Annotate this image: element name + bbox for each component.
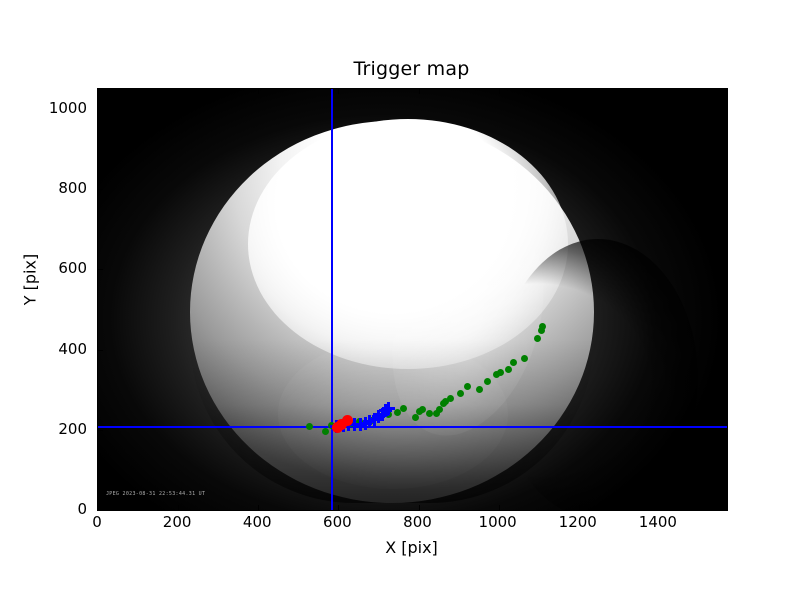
- y-tick-label: 0: [77, 500, 87, 518]
- data-point-triggers: [539, 322, 547, 330]
- x-tick: [498, 89, 500, 94]
- data-point-triggers: [520, 355, 528, 363]
- y-tick: [722, 349, 727, 351]
- data-point-triggers: [442, 397, 450, 405]
- x-tick: [178, 505, 180, 510]
- x-tick: [338, 505, 340, 510]
- data-point-triggers: [483, 378, 491, 386]
- crosshair-vertical: [331, 89, 334, 510]
- x-tick-label: 200: [162, 513, 192, 531]
- y-tick: [98, 189, 103, 191]
- x-axis-label: X [pix]: [385, 538, 438, 557]
- x-tick: [658, 505, 660, 510]
- data-point-triggers: [394, 408, 402, 416]
- data-point-triggers: [463, 383, 471, 390]
- x-tick: [578, 505, 580, 510]
- data-point-selected-triggers: [336, 418, 348, 430]
- y-tick: [98, 109, 103, 111]
- y-tick-label: 600: [58, 259, 87, 278]
- data-point-triggers: [419, 406, 427, 414]
- data-point-triggers: [426, 410, 434, 418]
- x-tick-label: 0: [92, 513, 102, 531]
- y-tick: [722, 429, 727, 431]
- crosshair-horizontal: [98, 425, 727, 428]
- y-tick: [722, 269, 727, 271]
- camera-timestamp-overlay: JPEG 2023-08-31 22:53:44.31 UT: [106, 491, 206, 497]
- data-point-triggers: [305, 423, 313, 431]
- y-axis-label: Y [pix]: [20, 253, 40, 306]
- x-tick: [578, 89, 580, 94]
- x-tick: [258, 505, 260, 510]
- data-point-fitted-track: [381, 401, 395, 415]
- data-point-selected-triggers: [342, 415, 354, 427]
- data-point-triggers: [457, 390, 465, 398]
- x-tick: [658, 89, 660, 94]
- data-point-triggers: [436, 405, 444, 413]
- x-tick: [338, 89, 340, 94]
- data-point-triggers: [475, 386, 483, 394]
- data-point-triggers: [538, 327, 546, 335]
- x-tick-label: 600: [323, 513, 352, 531]
- y-tick-label: 400: [58, 339, 87, 358]
- plot-axes: JPEG 2023-08-31 22:53:44.31 UT: [97, 88, 728, 511]
- page-title: Trigger map: [353, 58, 470, 80]
- x-tick-label: 800: [403, 513, 432, 531]
- y-tick: [98, 349, 103, 351]
- y-tick-label: 1000: [48, 99, 87, 118]
- x-tick: [418, 89, 420, 94]
- y-tick-label: 800: [58, 179, 87, 198]
- data-point-triggers: [504, 366, 512, 374]
- data-point-fitted-track: [375, 407, 389, 421]
- sky-image-horizon-cut: [498, 239, 698, 510]
- data-point-triggers: [493, 370, 501, 378]
- x-tick-label: 1000: [478, 513, 517, 531]
- data-point-triggers: [412, 413, 420, 421]
- y-tick-label: 200: [58, 419, 87, 438]
- x-tick: [178, 89, 180, 94]
- data-point-fitted-track: [367, 412, 381, 426]
- x-tick-label: 400: [242, 513, 272, 531]
- data-point-triggers: [533, 334, 541, 342]
- plot-area: JPEG 2023-08-31 22:53:44.31 UT: [98, 89, 727, 510]
- data-point-fitted-track: [359, 416, 373, 430]
- x-tick-label: 1400: [638, 513, 677, 531]
- data-point-triggers: [447, 395, 455, 403]
- x-tick: [498, 505, 500, 510]
- y-tick: [98, 429, 103, 431]
- y-tick: [722, 189, 727, 191]
- data-point-fitted-track: [371, 410, 385, 424]
- data-point-triggers: [510, 358, 518, 366]
- data-point-triggers: [497, 368, 505, 376]
- x-tick: [98, 89, 99, 94]
- data-point-triggers: [321, 427, 329, 435]
- data-point-fitted-track: [363, 414, 377, 428]
- data-point-triggers: [433, 409, 441, 417]
- y-tick: [722, 109, 727, 111]
- data-point-fitted-track: [379, 404, 393, 418]
- x-tick: [258, 89, 260, 94]
- x-tick: [418, 505, 420, 510]
- data-point-triggers: [399, 405, 407, 413]
- x-tick-label: 1200: [558, 513, 597, 531]
- y-tick: [98, 269, 103, 271]
- x-tick: [98, 505, 99, 510]
